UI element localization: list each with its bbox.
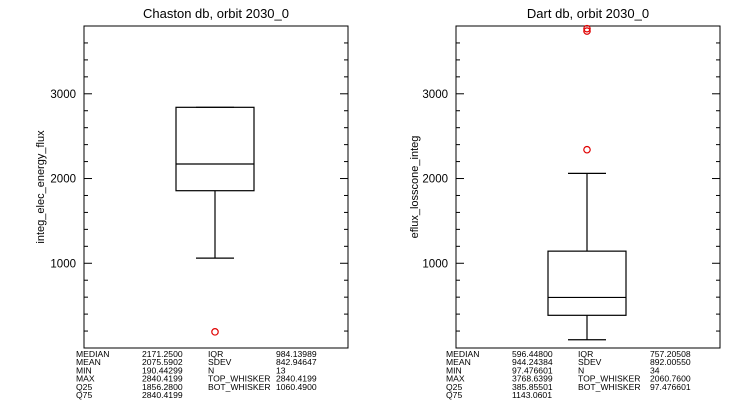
stat-value: 2171.2500: [142, 349, 183, 359]
stat-value: 190.44299: [142, 365, 183, 375]
stat-value: 2840.4199: [142, 390, 183, 400]
stat-value: 385.85501: [512, 382, 553, 392]
stat-value: 13: [276, 365, 286, 375]
stat-value: 757.20508: [650, 349, 691, 359]
y-tick-label: 1000: [422, 258, 448, 270]
y-tick-label: 3000: [50, 89, 76, 101]
chart-panel-2: Dart db, orbit 2030_0 eflux_losscone_inte…: [409, 6, 721, 400]
stat-value: 2060.7600: [650, 374, 691, 384]
stat-label: Q75: [76, 390, 92, 400]
stat-label: Q25: [446, 382, 462, 392]
stat-label: N: [578, 365, 584, 375]
stat-label: MEAN: [446, 357, 471, 367]
stat-value: 1856.2800: [142, 382, 183, 392]
y-tick-label: 2000: [422, 174, 448, 186]
outlier-point: [211, 328, 219, 336]
stat-label: SDEV: [578, 357, 602, 367]
stat-label: BOT_WHISKER: [578, 382, 641, 392]
stat-value: 1060.4900: [276, 382, 317, 392]
outlier-point: [583, 145, 591, 154]
stat-value: 596.44800: [512, 349, 553, 359]
stat-value: 97.476601: [650, 382, 691, 392]
stat-value: 2075.5902: [142, 357, 183, 367]
stat-value: 892.00550: [650, 357, 691, 367]
iqr-box: [547, 250, 627, 316]
plot-frame: [83, 25, 349, 349]
chart-title: Chaston db, orbit 2030_0: [143, 6, 289, 21]
outlier-point: [583, 27, 591, 35]
stat-label: MIN: [446, 365, 462, 375]
stat-label: N: [208, 365, 214, 375]
stat-value: 2840.4199: [276, 374, 317, 384]
y-tick-label: 2000: [50, 174, 76, 186]
stat-label: Q25: [76, 382, 92, 392]
stat-label: Q75: [446, 390, 462, 400]
stat-label: TOP_WHISKER: [208, 374, 270, 384]
plot-frame: [455, 25, 721, 349]
stat-value: 984.13989: [276, 349, 317, 359]
stat-value: 97.476601: [512, 365, 553, 375]
y-axis-label: eflux_losscone_integ: [409, 136, 421, 239]
stat-value: 3768.6399: [512, 374, 553, 384]
stat-label: TOP_WHISKER: [578, 374, 640, 384]
stat-value: 34: [650, 365, 660, 375]
iqr-box: [175, 106, 255, 192]
stat-label: MAX: [76, 374, 95, 384]
stat-value: 944.24384: [512, 357, 553, 367]
chart-panel-1: Chaston db, orbit 2030_0 integ_elec_energ…: [35, 6, 349, 400]
chart-title: Dart db, orbit 2030_0: [527, 6, 649, 21]
stat-value: 1143.0601: [512, 390, 552, 400]
stat-label: IQR: [578, 349, 593, 359]
stat-value: 842.94647: [276, 357, 317, 367]
y-axis-label: integ_elec_energy_flux: [35, 130, 47, 244]
stat-label: IQR: [208, 349, 223, 359]
stat-label: BOT_WHISKER: [208, 382, 271, 392]
stat-label: MEAN: [76, 357, 101, 367]
stat-value: 2840.4199: [142, 374, 183, 384]
outlier-point: [583, 24, 591, 33]
stat-label: MAX: [446, 374, 465, 384]
y-tick-label: 1000: [50, 258, 76, 270]
stat-label: MEDIAN: [446, 349, 479, 359]
stat-label: MIN: [76, 365, 92, 375]
y-tick-label: 3000: [422, 89, 448, 101]
stat-label: MEDIAN: [76, 349, 109, 359]
stat-label: SDEV: [208, 357, 232, 367]
